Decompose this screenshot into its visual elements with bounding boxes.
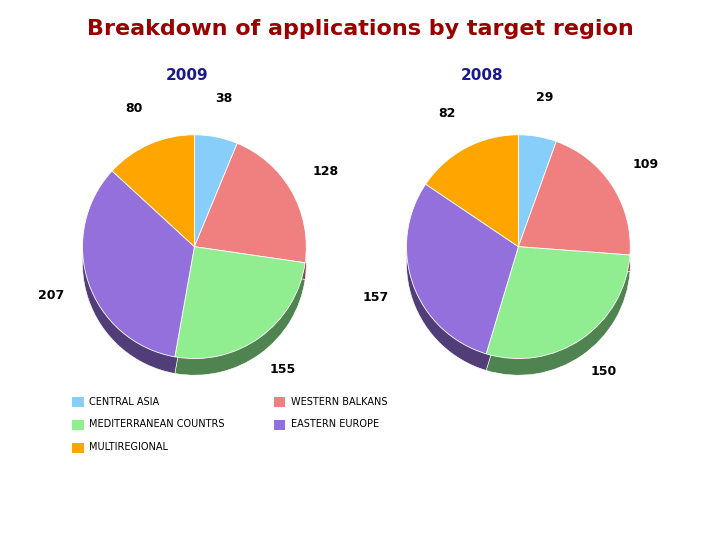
- Wedge shape: [518, 135, 557, 247]
- Wedge shape: [426, 151, 518, 264]
- Wedge shape: [112, 151, 194, 264]
- Wedge shape: [175, 247, 305, 359]
- Text: 80: 80: [125, 102, 143, 114]
- Text: 29: 29: [536, 91, 553, 104]
- Wedge shape: [194, 135, 237, 247]
- Wedge shape: [407, 184, 518, 354]
- Text: 109: 109: [632, 158, 658, 171]
- Text: 128: 128: [312, 165, 339, 179]
- Wedge shape: [194, 160, 306, 279]
- Wedge shape: [518, 141, 630, 255]
- Text: MEDITERRANEAN COUNTRS: MEDITERRANEAN COUNTRS: [89, 420, 225, 429]
- Wedge shape: [175, 264, 305, 375]
- Wedge shape: [83, 187, 194, 374]
- Text: 155: 155: [270, 363, 296, 376]
- Text: 207: 207: [38, 288, 64, 301]
- Wedge shape: [486, 247, 630, 359]
- Text: 150: 150: [591, 365, 617, 378]
- Wedge shape: [112, 135, 194, 247]
- Wedge shape: [194, 151, 237, 264]
- Text: MULTIREGIONAL: MULTIREGIONAL: [89, 442, 168, 452]
- Text: 38: 38: [215, 92, 233, 105]
- Text: Breakdown of applications by target region: Breakdown of applications by target regi…: [86, 19, 634, 39]
- Text: CENTRAL ASIA: CENTRAL ASIA: [89, 397, 159, 407]
- Text: 157: 157: [363, 291, 389, 304]
- Text: EASTERN EUROPE: EASTERN EUROPE: [291, 420, 379, 429]
- Wedge shape: [426, 135, 518, 247]
- Wedge shape: [518, 158, 630, 272]
- Text: 2009: 2009: [166, 68, 209, 83]
- Wedge shape: [486, 264, 630, 375]
- Wedge shape: [518, 151, 557, 264]
- Text: WESTERN BALKANS: WESTERN BALKANS: [291, 397, 387, 407]
- Wedge shape: [407, 201, 518, 370]
- Wedge shape: [194, 143, 306, 263]
- Text: 82: 82: [438, 107, 456, 120]
- Text: 2008: 2008: [461, 68, 504, 83]
- Wedge shape: [83, 171, 194, 357]
